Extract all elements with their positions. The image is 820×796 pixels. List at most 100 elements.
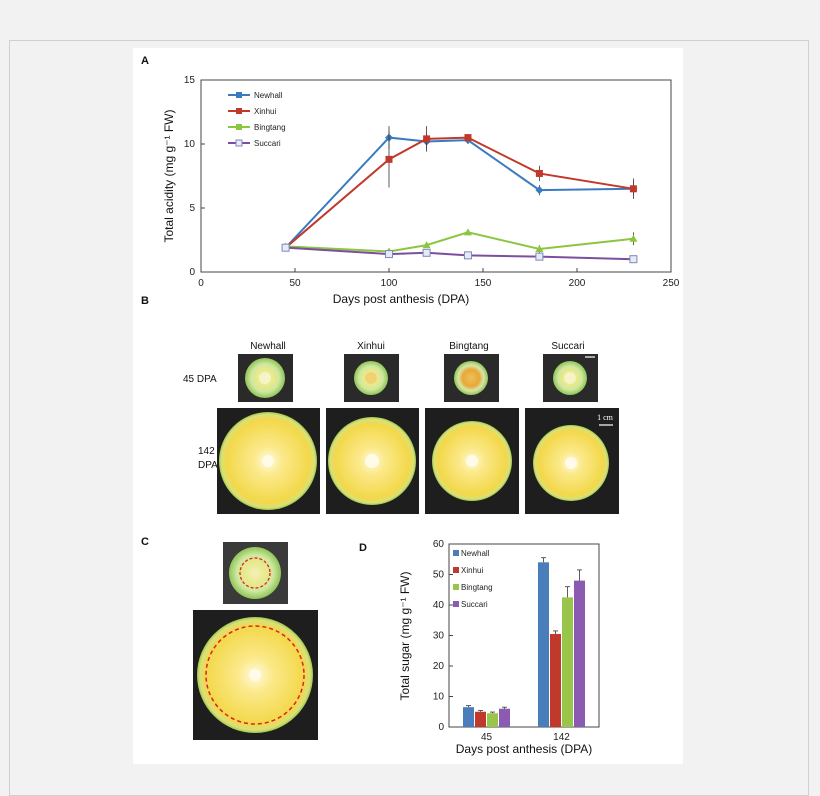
panel-b-letter: B <box>141 295 149 307</box>
fruit-photo-grid: Newhall Xinhui Bingtang Succari 45 DPA 1… <box>183 341 619 514</box>
point-succari <box>385 250 393 259</box>
point-bingtang <box>535 244 544 252</box>
plot-a-frame <box>200 79 672 273</box>
series-a-succari <box>281 243 638 264</box>
dashed-circle-small <box>239 557 271 589</box>
point-succari <box>629 255 638 264</box>
y-tick-label-d-6: 60 <box>433 539 445 550</box>
point-succari <box>281 243 290 252</box>
photo-142-bingtang <box>425 408 519 514</box>
acidity-line-chart: Days post anthesis (DPA) Total acidity (… <box>162 75 680 306</box>
x-tick-label-d-0: 45 <box>481 732 493 743</box>
figure: A Days post anthesis (DPA) Total acidity… <box>133 48 683 764</box>
legend-label-d-0: Newhall <box>461 549 490 558</box>
scale-label-1cm: 1 cm <box>597 413 614 422</box>
y-tick-label-a-0: 0 <box>189 267 195 278</box>
point-xinhui <box>535 169 543 177</box>
point-succari <box>463 251 472 260</box>
legend-swatch-d-2 <box>453 584 459 590</box>
bar-succari-142 <box>574 580 585 727</box>
legend-label-a-1: Xinhui <box>254 107 276 116</box>
bar-xinhui-142 <box>550 633 561 727</box>
y-tick-label-d-1: 10 <box>433 692 445 703</box>
series-a-xinhui <box>282 126 637 252</box>
cultivar-label-bingtang: Bingtang <box>449 341 488 352</box>
y-tick-label-a-1: 5 <box>189 203 195 214</box>
point-xinhui <box>629 185 637 193</box>
y-tick-label-d-2: 20 <box>433 661 445 672</box>
photo-45-bingtang <box>444 354 499 402</box>
legend-swatch-d-1 <box>453 567 459 573</box>
photo-c-small <box>223 542 288 604</box>
legend-label-a-3: Succari <box>254 139 281 148</box>
point-bingtang <box>629 234 638 242</box>
chart-d-xlabel: Days post anthesis (DPA) <box>456 742 593 756</box>
point-bingtang <box>463 228 472 236</box>
photo-45-newhall <box>238 354 293 402</box>
x-tick-label-a-5: 250 <box>663 278 680 289</box>
point-xinhui <box>464 134 472 142</box>
legend-marker-a-3 <box>235 139 243 147</box>
chart-a-xlabel: Days post anthesis (DPA) <box>333 292 470 306</box>
bar-newhall-45 <box>463 707 474 727</box>
line-succari <box>285 246 634 261</box>
x-tick-label-a-4: 200 <box>569 278 586 289</box>
y-tick-label-a-2: 10 <box>184 139 196 150</box>
bar-succari-45 <box>499 708 510 727</box>
dashed-circle-large <box>205 625 305 725</box>
panel-a-letter: A <box>141 55 149 67</box>
series-a-newhall <box>281 126 638 252</box>
legend-label-d-3: Succari <box>461 600 488 609</box>
legend-swatch-d-0 <box>453 550 459 556</box>
x-tick-label-d-1: 142 <box>553 732 570 743</box>
x-tick-label-a-0: 0 <box>198 278 204 289</box>
cultivar-label-newhall: Newhall <box>250 341 286 352</box>
legend-label-a-2: Bingtang <box>254 123 286 132</box>
cultivar-label-xinhui: Xinhui <box>357 341 385 352</box>
legend-label-a-0: Newhall <box>254 91 283 100</box>
x-tick-label-a-2: 100 <box>381 278 398 289</box>
photo-142-succari: 1 cm <box>525 408 619 514</box>
point-succari <box>535 252 544 261</box>
photo-c-large <box>193 610 318 740</box>
bar-xinhui-45 <box>475 711 486 727</box>
row-label-142-line1: 142 <box>198 446 215 457</box>
figure-canvas: A Days post anthesis (DPA) Total acidity… <box>141 55 680 756</box>
legend-marker-a-1 <box>236 108 242 114</box>
line-newhall <box>284 136 634 249</box>
photo-45-xinhui <box>344 354 399 402</box>
sugar-bar-chart: Days post anthesis (DPA) Total sugar (mg… <box>398 539 600 756</box>
legend-swatch-d-3 <box>453 601 459 607</box>
x-tick-label-a-1: 50 <box>289 278 301 289</box>
y-tick-label-d-3: 30 <box>433 631 445 642</box>
bar-bingtang-142 <box>562 597 573 727</box>
point-xinhui <box>385 155 393 163</box>
legend-label-d-1: Xinhui <box>461 566 483 575</box>
legend-marker-a-0 <box>236 92 242 98</box>
y-tick-label-d-5: 50 <box>433 570 445 581</box>
bar-newhall-142 <box>538 562 549 727</box>
y-tick-label-d-0: 0 <box>438 722 444 733</box>
line-xinhui <box>284 136 634 249</box>
x-tick-label-a-3: 150 <box>475 278 492 289</box>
legend-label-d-2: Bingtang <box>461 583 493 592</box>
point-succari <box>422 248 431 257</box>
legend-marker-a-2 <box>236 124 242 130</box>
y-tick-label-d-4: 40 <box>433 600 445 611</box>
bar-bingtang-45 <box>487 713 498 727</box>
panel-d-letter: D <box>359 542 367 554</box>
point-bingtang <box>422 241 431 249</box>
y-tick-label-a-3: 15 <box>184 75 196 86</box>
cultivar-label-succari: Succari <box>551 341 584 352</box>
row-label-142-line2: DPA <box>198 460 218 471</box>
photo-45-succari <box>543 354 598 402</box>
line-bingtang <box>285 231 634 253</box>
point-newhall <box>535 186 544 195</box>
photo-142-xinhui <box>326 408 419 514</box>
point-xinhui <box>423 135 431 143</box>
chart-d-ylabel: Total sugar (mg g⁻¹ FW) <box>398 571 412 700</box>
chart-a-ylabel: Total acidity (mg g⁻¹ FW) <box>162 109 176 242</box>
row-label-45dpa: 45 DPA <box>183 374 217 385</box>
photo-142-newhall <box>217 408 320 514</box>
panel-c-letter: C <box>141 536 149 548</box>
